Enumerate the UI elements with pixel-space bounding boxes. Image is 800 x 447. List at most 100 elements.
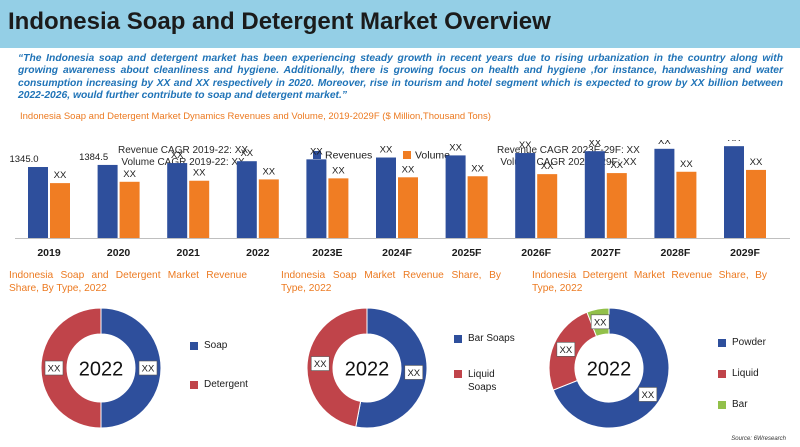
bar-chart: Revenues Volume 1345.0 XX 2019 1384.5 XX 2020 XX… [9, 140, 790, 259]
data-label-box [404, 365, 424, 380]
volume-bar [328, 178, 349, 238]
x-tick-label: 2020 [107, 247, 131, 259]
revenue-bar [376, 157, 396, 238]
donut-slice-bar-soaps [355, 307, 428, 429]
donut-slice-detergent [40, 307, 102, 429]
data-label: XX [560, 345, 573, 356]
x-tick-label: 2021 [177, 247, 201, 259]
data-label-box [310, 356, 330, 371]
legend-item-liquid-soaps: Liquid Soaps [454, 368, 515, 394]
revenue-bar [167, 163, 188, 238]
volume-data-label: XX [680, 159, 693, 170]
data-label-box [590, 314, 610, 330]
legend-label: Liquid [732, 368, 759, 379]
header-banner: Indonesia Soap and Detergent Market Over… [0, 0, 800, 48]
legend-item-bar: Bar [718, 399, 766, 410]
donut-center-label: 2022 [79, 359, 124, 381]
donut-slice-soap [100, 307, 162, 429]
detergent-swatch [190, 381, 198, 389]
data-label-box [44, 360, 64, 376]
legend-swatch-revenues [313, 151, 321, 159]
volume-data-label: XX [541, 161, 554, 172]
x-tick-label: 2022 [246, 247, 270, 259]
bar-chart-title: Indonesia Soap and Detergent Market Dyna… [20, 111, 491, 122]
volume-data-label: XX [332, 165, 345, 176]
liquid-soaps-swatch [454, 370, 462, 378]
legend-label-volume: Volume [415, 150, 450, 162]
cagr-right: Revenue CAGR 2023E-29F: XX Volume CAGR 2… [497, 145, 640, 169]
revenue-cagr-2023-29: Revenue CAGR 2023E-29F: XX [497, 145, 640, 156]
x-tick-label: 2019 [37, 247, 61, 259]
revenue-bar [724, 146, 744, 238]
x-tick-label: 2029F [730, 247, 760, 259]
soap-type-legend: Bar Soaps Liquid Soaps [454, 333, 515, 394]
volume-bar [606, 173, 627, 238]
volume-data-label: XX [402, 164, 415, 175]
soap-swatch [190, 342, 198, 350]
x-tick-label: 2023E [312, 247, 342, 259]
volume-data-label: XX [54, 170, 67, 181]
x-tick-label: 2025F [452, 247, 482, 259]
revenue-data-label: XX [728, 140, 741, 144]
legend-label-revenues: Revenues [325, 150, 372, 162]
revenue-bar [445, 155, 466, 238]
source-note: Source: 6Wresearch [731, 436, 786, 442]
volume-bar [189, 180, 210, 238]
market-type-donut: XX XX 2022 [40, 307, 162, 429]
volume-cagr-2019-22: Volume CAGR 2019-22: XX [121, 157, 245, 168]
volume-data-label: XX [750, 157, 763, 168]
donut-center-label: 2022 [587, 359, 632, 381]
data-label: XX [642, 390, 655, 401]
data-label-box [556, 342, 576, 357]
revenue-bar [306, 159, 327, 238]
legend-swatch-volume [403, 151, 411, 159]
revenue-data-label: XX [171, 150, 184, 161]
soap-type-donut: XX XX 2022 [306, 307, 428, 429]
data-label: XX [314, 359, 327, 370]
legend-item-liquid: Liquid [718, 368, 766, 379]
volume-bar [119, 181, 140, 238]
revenue-bar [236, 161, 257, 238]
x-tick-label: 2024F [382, 247, 412, 259]
revenue-data-label: 1384.5 [79, 152, 108, 163]
legend-label: Soap [204, 340, 228, 351]
legend-item-powder: Powder [718, 337, 766, 348]
volume-bar [537, 174, 558, 238]
volume-cagr-2023-29: Volume CAGR 2023E-29F: XX [500, 157, 637, 168]
x-tick-label: 2026F [521, 247, 551, 259]
data-label: XX [594, 317, 607, 328]
revenue-data-label: 1345.0 [9, 154, 38, 165]
revenue-data-label: XX [519, 140, 532, 151]
volume-bar [398, 177, 418, 238]
volume-data-label: XX [193, 168, 206, 179]
x-tick-label: 2028F [661, 247, 691, 259]
pie-title-market: Indonesia Soap and Detergent Market Reve… [9, 270, 247, 294]
legend-item-detergent: Detergent [190, 379, 248, 390]
intro-quote: “The Indonesia soap and detergent market… [18, 53, 783, 102]
donut-hole [333, 334, 401, 402]
volume-bar [676, 171, 697, 238]
revenue-bar [97, 164, 118, 238]
cagr-left: Revenue CAGR 2019-22: XX Volume CAGR 201… [118, 145, 248, 169]
donut-hole [575, 334, 643, 402]
pie-title-soap: Indonesia Soap Market Revenue Share, By … [281, 270, 501, 294]
data-label: XX [407, 368, 420, 379]
x-tick-label: 2027F [591, 247, 621, 259]
legend-item-bar-soaps: Bar Soaps [454, 333, 515, 344]
volume-bar [258, 179, 279, 238]
revenue-bar [28, 167, 48, 238]
legend-label: Detergent [204, 379, 248, 390]
legend-label: Bar Soaps [468, 333, 515, 344]
legend-label: Powder [732, 337, 766, 348]
revenue-data-label: XX [310, 146, 323, 157]
legend-label: Bar [732, 399, 748, 410]
revenue-cagr-2019-22: Revenue CAGR 2019-22: XX [118, 145, 249, 156]
pie-title-detergent: Indonesia Detergent Market Revenue Share… [532, 270, 767, 294]
page-title: Indonesia Soap and Detergent Market Over… [8, 8, 551, 35]
volume-data-label: XX [262, 166, 275, 177]
volume-data-label: XX [123, 169, 136, 180]
donut-center-label: 2022 [345, 359, 390, 381]
donut-slice-liquid-soaps [306, 307, 368, 428]
bar-soaps-swatch [454, 335, 462, 343]
data-label-box [138, 360, 158, 376]
